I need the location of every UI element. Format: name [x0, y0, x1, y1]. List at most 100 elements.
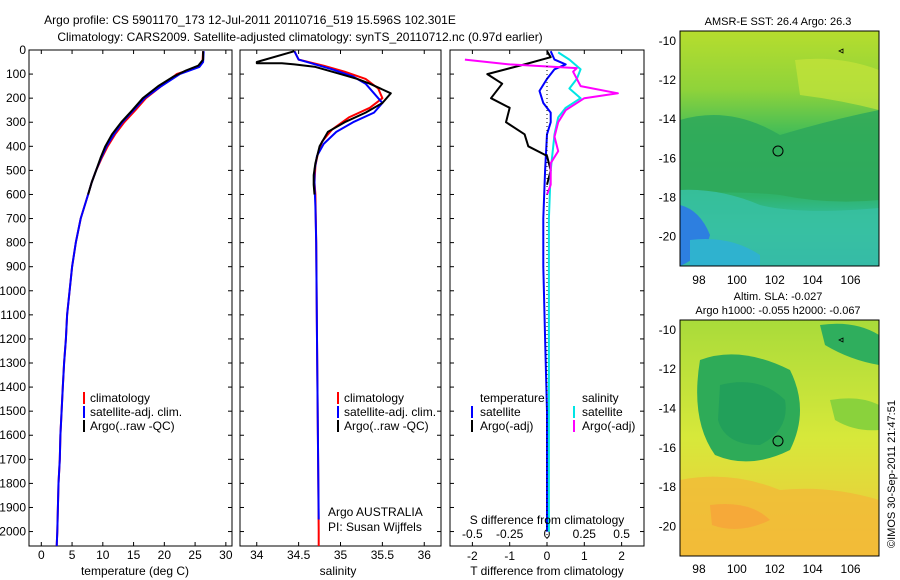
y-tick-label: 400	[6, 139, 26, 153]
x-tick-label: 5	[69, 548, 76, 562]
map-x-tick-label: 100	[727, 273, 747, 287]
map-y-tick-label: -10	[659, 323, 677, 337]
tdiff-xlabel: T difference from climatology	[470, 564, 624, 578]
y-tick-label: 1900	[0, 500, 26, 514]
x-tick-label: 20	[158, 548, 172, 562]
x-tick-label: 35	[334, 548, 348, 562]
sla-title-2: Argo h1000: -0.055 h2000: -0.067	[695, 305, 860, 317]
argo-position-marker	[772, 435, 784, 447]
x-tick-label: 1	[581, 549, 588, 563]
series-line-satellite	[547, 51, 582, 532]
temperature-axes	[28, 49, 233, 547]
argo-position-marker	[772, 145, 784, 157]
imos-timestamp: ©IMOS 30-Sep-2011 21:47:51	[886, 400, 898, 548]
series-line-argo-raw-qc-	[255, 50, 392, 195]
y-tick-label: 200	[6, 91, 26, 105]
x-tick-label: 10	[96, 548, 110, 562]
series-layer	[55, 50, 619, 547]
y-tick-label: 100	[6, 67, 26, 81]
x-tick-label: 30	[219, 548, 233, 562]
legend-salinity-head: salinity	[582, 391, 619, 405]
x-tick-label: 15	[127, 548, 141, 562]
temperature-legend: climatology satellite-adj. clim. Argo(..…	[83, 391, 182, 433]
sdiff-xlabel: S difference from climatology	[470, 513, 625, 527]
temperature-xlabel: temperature (deg C)	[81, 564, 189, 578]
x-tick-label: 35.5	[371, 548, 395, 562]
map-x-tick-label: 104	[803, 562, 823, 576]
x-tick-label: 0	[544, 549, 551, 563]
series-line-argo-raw-qc-	[87, 51, 205, 195]
sst-map	[680, 31, 879, 266]
legend-s-satellite: satellite	[582, 405, 623, 419]
y-tick-label: 1600	[0, 428, 26, 442]
series-line-argo-adj-	[464, 58, 619, 195]
series-line-satellite-adj-clim-	[293, 50, 384, 520]
legend-t-satellite: satellite	[480, 405, 521, 419]
header-line-2: Climatology: CARS2009. Satellite-adjuste…	[57, 30, 542, 44]
sla-title-1: Altim. SLA: -0.027	[734, 291, 823, 303]
map-y-tick-label: -14	[659, 112, 677, 126]
map-x-tick-label: 98	[692, 273, 706, 287]
y-tick-label: 600	[6, 187, 26, 201]
x-tick-label: 2	[618, 549, 625, 563]
legend-argo: Argo(..raw -QC)	[344, 419, 429, 433]
x-tick-label: 25	[188, 548, 202, 562]
y-tick-label: 500	[6, 163, 26, 177]
legend-argo: Argo(..raw -QC)	[90, 419, 175, 433]
map-y-tick-label: -18	[659, 190, 677, 204]
series-line-satellite	[538, 50, 567, 532]
y-tick-label: 300	[6, 115, 26, 129]
x2-tick-label: 0.5	[613, 527, 630, 541]
legend-temperature-head: temperature	[480, 391, 545, 405]
legend-climatology: climatology	[90, 391, 150, 405]
y-tick-label: 1800	[0, 476, 26, 490]
map-x-tick-label: 102	[765, 562, 785, 576]
map-y-tick-label: -20	[659, 230, 677, 244]
x-tick-label: -2	[467, 549, 478, 563]
sst-title: AMSR-E SST: 26.4 Argo: 26.3	[705, 16, 852, 28]
series-line-satellite-adj-clim-	[55, 51, 205, 547]
y-tick-label: 1200	[0, 332, 26, 346]
salinity-xlabel: salinity	[320, 564, 357, 578]
map-y-tick-label: -18	[659, 480, 677, 494]
map-y-tick-label: -12	[659, 73, 677, 87]
map-y-tick-label: -16	[659, 151, 677, 165]
map-y-tick-label: -10	[659, 34, 677, 48]
argo-pi: PI: Susan Wijffels	[328, 520, 422, 534]
x-tick-label: 0	[38, 548, 45, 562]
map-y-tick-label: -16	[659, 441, 677, 455]
legend-t-argo: Argo(-adj)	[480, 419, 533, 433]
y-tick-label: 1400	[0, 380, 26, 394]
y-tick-label: 2000	[0, 525, 26, 539]
y-tick-label: 900	[6, 260, 26, 274]
x2-tick-label: -0.5	[462, 527, 483, 541]
header-line-1: Argo profile: CS 5901170_173 12-Jul-2011…	[44, 13, 456, 27]
y-tick-label: 1700	[0, 452, 26, 466]
map-x-tick-label: 106	[841, 562, 861, 576]
sla-map	[680, 320, 879, 556]
y-tick-label: 1100	[0, 308, 26, 322]
x-tick-label: -1	[504, 549, 515, 563]
argo-owner: Argo AUSTRALIA	[328, 505, 423, 519]
map-x-tick-label: 104	[803, 273, 823, 287]
x-tick-label: 34.5	[287, 548, 311, 562]
difference-legend: temperature satellite Argo(-adj) salinit…	[471, 391, 635, 433]
x2-tick-label: 0.25	[573, 527, 597, 541]
map-x-tick-label: 100	[727, 562, 747, 576]
x2-tick-label: -0.25	[496, 527, 524, 541]
map-y-tick-label: -14	[659, 402, 677, 416]
y-tick-label: 1000	[0, 284, 26, 298]
y-tick-label: 1300	[0, 356, 26, 370]
series-line-argo-adj-	[486, 50, 552, 186]
map-y-tick-label: -12	[659, 362, 677, 376]
salinity-legend: climatology satellite-adj. clim. Argo(..…	[337, 391, 436, 433]
legend-s-argo: Argo(-adj)	[582, 419, 635, 433]
y-tick-label: 0	[19, 43, 26, 57]
legend-climatology: climatology	[344, 391, 404, 405]
map-y-tick-label: -20	[659, 520, 677, 534]
map-x-tick-label: 102	[765, 273, 785, 287]
map-x-tick-label: 98	[692, 562, 706, 576]
y-tick-label: 1500	[0, 404, 26, 418]
legend-satellite: satellite-adj. clim.	[344, 405, 436, 419]
